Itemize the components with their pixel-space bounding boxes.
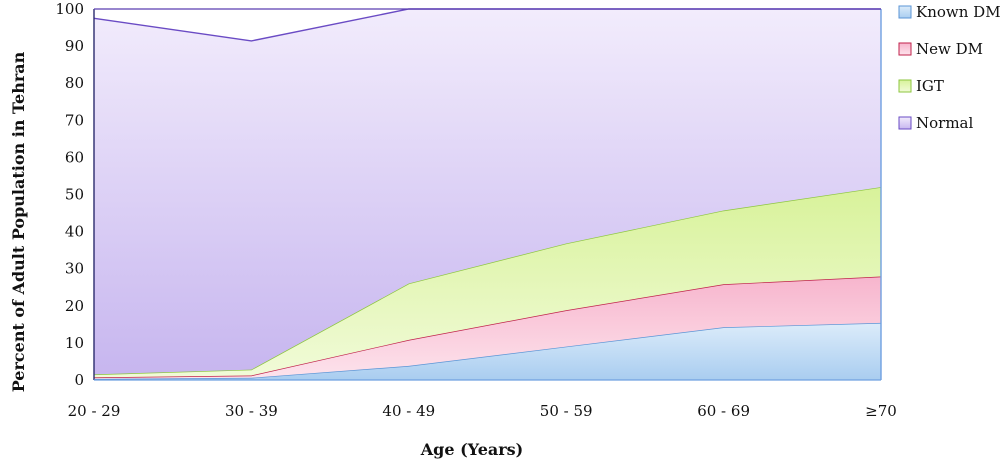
x-tick-label: 40 - 49: [382, 402, 435, 420]
x-tick-label: 60 - 69: [697, 402, 750, 420]
y-tick-labels: 0 10 20 30 40 50 60 70 80 90 100: [55, 0, 84, 389]
x-tick-labels: 20 - 29 30 - 39 40 - 49 50 - 59 60 - 69 ≥70: [68, 402, 897, 420]
legend-swatch-new-dm: [898, 42, 912, 56]
y-tick-label: 60: [65, 148, 84, 166]
area-known-dm: [94, 322, 881, 380]
legend-swatch-known-dm: [898, 5, 912, 19]
y-tick-label: 40: [65, 223, 84, 241]
x-tick-label: 50 - 59: [540, 402, 593, 420]
x-tick-label: ≥70: [865, 402, 897, 420]
legend-swatch-igt: [898, 79, 912, 93]
area-layer: [93, 8, 882, 380]
legend: Known DM New DM IGT Normal: [898, 3, 1000, 132]
y-tick-label: 10: [65, 334, 84, 352]
y-tick-label: 80: [65, 74, 84, 92]
plot-frame: [93, 8, 882, 381]
y-tick-label: 50: [65, 186, 84, 204]
legend-swatch-normal: [898, 116, 912, 130]
legend-label-normal: Normal: [916, 114, 973, 132]
area-igt: [94, 187, 881, 378]
area-normal: [94, 9, 881, 375]
x-axis-label: Age (Years): [420, 440, 524, 459]
y-tick-label: 100: [55, 0, 84, 18]
y-tick-label: 0: [74, 371, 84, 389]
y-tick-label: 30: [65, 260, 84, 278]
x-tick-label: 20 - 29: [68, 402, 121, 420]
x-tick-label: 30 - 39: [225, 402, 278, 420]
legend-label-new-dm: New DM: [916, 40, 983, 58]
y-tick-label: 90: [65, 37, 84, 55]
y-tick-label: 70: [65, 111, 84, 129]
y-axis-label: Percent of Adult Population in Tehran: [9, 51, 28, 392]
y-tick-label: 20: [65, 297, 84, 315]
legend-label-igt: IGT: [916, 77, 944, 95]
line-new-dm: [93, 275, 882, 379]
legend-label-known-dm: Known DM: [916, 3, 1000, 21]
area-new-dm: [94, 276, 881, 379]
